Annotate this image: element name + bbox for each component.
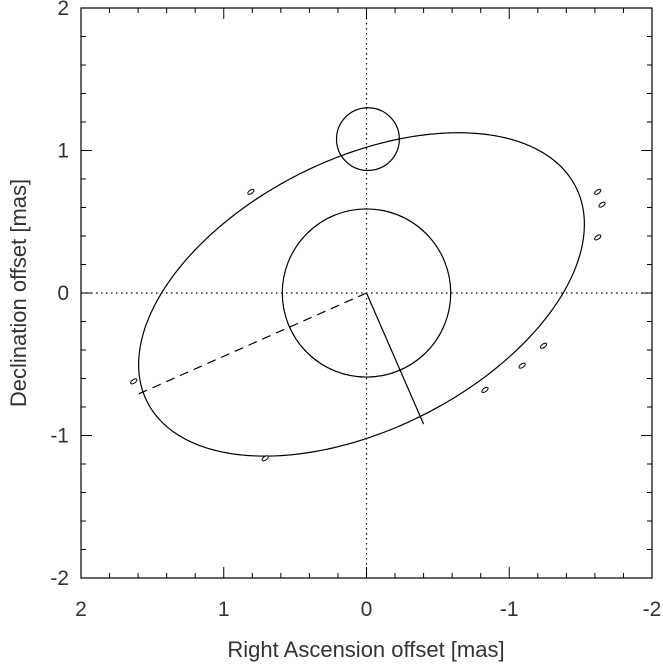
data-point [594, 188, 602, 195]
primary-circle [281, 208, 452, 378]
y-tick-label: 1 [57, 140, 69, 163]
x-tick-label: 2 [75, 598, 87, 621]
x-axis-title: Right Ascension offset [mas] [227, 637, 504, 662]
data-point [594, 234, 602, 241]
x-tick-label: 0 [361, 598, 373, 621]
periastron-line [137, 292, 367, 395]
x-tick-label: -2 [643, 598, 662, 621]
y-tick-label: -2 [50, 567, 69, 590]
companion-circle [335, 107, 400, 172]
data-point [481, 386, 489, 393]
y-axis-title: Declination offset [mas] [6, 179, 31, 407]
y-tick-label: 0 [57, 282, 69, 305]
data-point [130, 378, 138, 385]
data-point [247, 188, 255, 195]
data-point [539, 342, 548, 349]
node-line [365, 292, 425, 425]
y-tick-label: 2 [57, 0, 69, 20]
data-point [261, 455, 269, 462]
x-tick-label: 1 [218, 598, 230, 621]
orbit-ellipse [138, 132, 585, 457]
y-tick-label: -1 [50, 425, 69, 448]
x-tick-label: -1 [500, 598, 519, 621]
data-point [518, 362, 526, 369]
data-point [598, 201, 606, 208]
